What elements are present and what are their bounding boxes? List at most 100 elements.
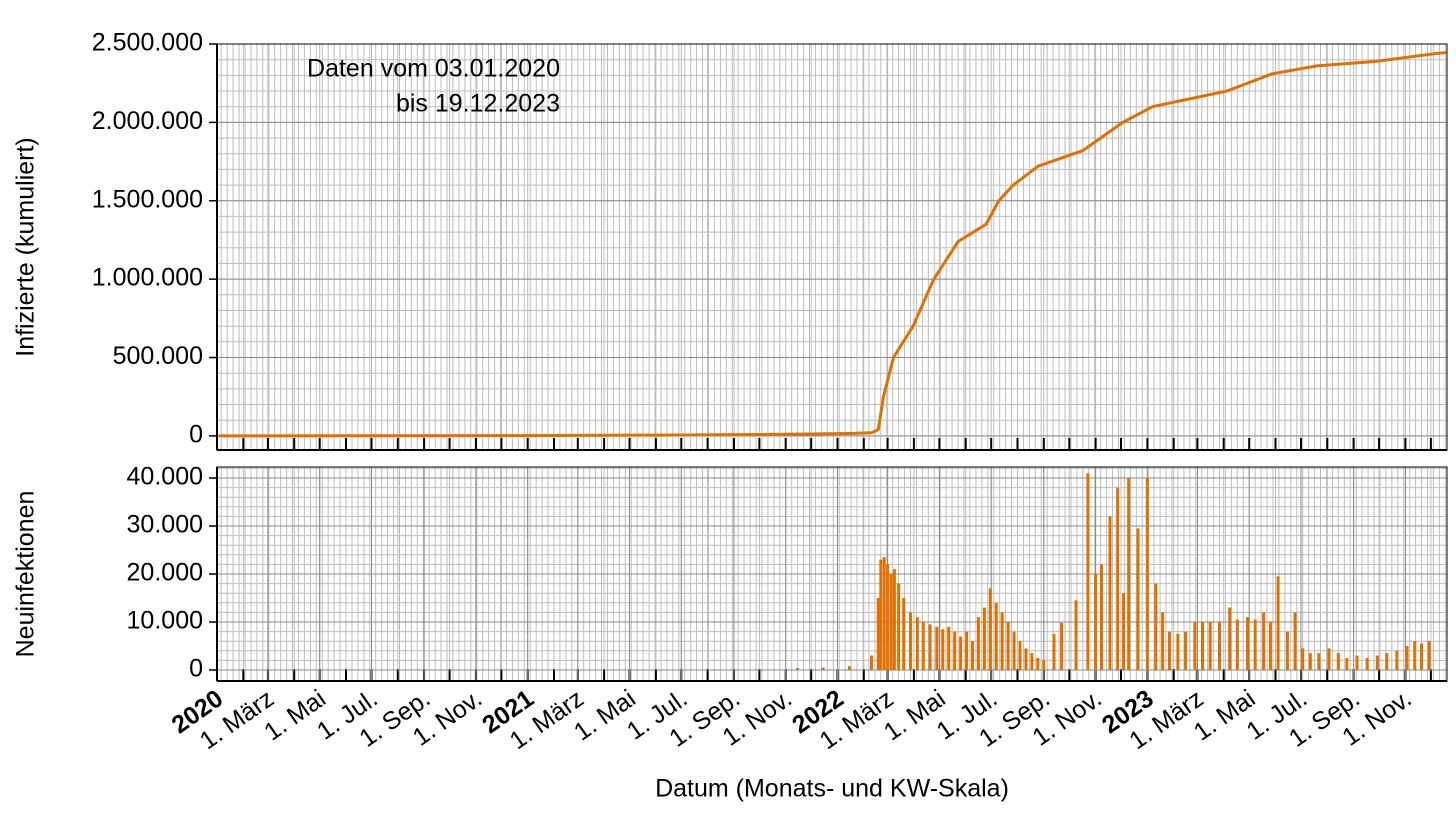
bar [1285, 631, 1289, 670]
y-tick-label: 10.000 [127, 607, 203, 635]
bar [994, 602, 998, 670]
bar [1086, 473, 1090, 670]
bar [1006, 621, 1010, 670]
bar [976, 617, 980, 670]
bar [1136, 528, 1140, 670]
bar [1094, 574, 1098, 670]
bar [1024, 648, 1028, 670]
bar [1327, 648, 1331, 670]
bar [889, 574, 893, 670]
bar [902, 597, 906, 670]
bar [1184, 631, 1188, 670]
bar [897, 583, 901, 670]
bar [847, 666, 851, 670]
bar [982, 607, 986, 670]
bar [1116, 487, 1120, 670]
bar [1336, 653, 1340, 670]
bar [1201, 621, 1205, 670]
bar [1000, 612, 1004, 670]
bar [1218, 621, 1222, 670]
y-tick-label: 500.000 [113, 342, 203, 370]
bar [1365, 657, 1369, 670]
bar [1167, 631, 1171, 670]
bar [915, 617, 919, 670]
x-tick-label: 1. Mai [259, 684, 331, 746]
y-tick-label: 1.500.000 [92, 185, 203, 213]
x-tick-label: 1. Mai [569, 684, 641, 746]
bar [1193, 621, 1197, 670]
bar [1246, 617, 1250, 670]
bar [1161, 612, 1165, 670]
bar [1108, 516, 1112, 670]
bar [921, 621, 925, 670]
bar [1154, 583, 1158, 670]
bar [1308, 653, 1312, 670]
bar [1317, 653, 1321, 670]
line [218, 51, 1447, 438]
bar [796, 668, 800, 670]
bar [935, 626, 939, 670]
bar [959, 636, 963, 670]
y-tick-label: 2.000.000 [92, 107, 203, 135]
bar [1355, 655, 1359, 670]
bar [1420, 643, 1424, 670]
bar [1052, 633, 1056, 670]
bar [1060, 622, 1064, 670]
bar [909, 612, 913, 670]
bar [882, 557, 886, 670]
bar [886, 564, 890, 670]
bar [892, 569, 896, 670]
bar [1385, 653, 1389, 670]
bar [1235, 619, 1239, 670]
bar [1268, 621, 1272, 670]
bar [1427, 641, 1431, 670]
bar [1253, 619, 1257, 670]
x-axis-label: Datum (Monats- und KW-Skala) [655, 775, 1009, 803]
bar [1208, 621, 1212, 670]
y-tick-label: 40.000 [127, 463, 203, 491]
y-axis-label: Infizierte (kumuliert) [12, 137, 40, 357]
bar [1145, 478, 1149, 670]
bar [869, 655, 873, 670]
bar [947, 626, 951, 670]
bar [965, 631, 969, 670]
y-tick-label: 0 [189, 421, 203, 449]
bar [1395, 650, 1399, 670]
y-axis-label: Neuinfektionen [12, 491, 40, 658]
bar [1301, 648, 1305, 670]
bar [970, 641, 974, 670]
bar [879, 559, 883, 670]
bar [1276, 576, 1280, 670]
y-tick-label: 1.000.000 [92, 264, 203, 292]
bar [1012, 631, 1016, 670]
bar [1122, 593, 1126, 670]
bar [1036, 657, 1040, 670]
bar [821, 667, 825, 670]
bar [1042, 660, 1046, 670]
bar [1100, 564, 1104, 670]
x-tick-label: 1. Mai [879, 684, 951, 746]
bar [1375, 655, 1379, 670]
bar [941, 629, 945, 670]
annotation: bis 19.12.2023 [396, 90, 560, 118]
bar [1030, 653, 1034, 670]
bar [953, 631, 957, 670]
bar [988, 588, 992, 670]
bar [1228, 607, 1232, 670]
bar [1405, 645, 1409, 670]
bar [1345, 657, 1349, 670]
bar [1176, 633, 1180, 670]
bar [1262, 612, 1266, 670]
bar [1127, 478, 1131, 670]
bar [1018, 641, 1022, 670]
bar [928, 624, 932, 670]
y-tick-label: 30.000 [127, 511, 203, 539]
y-tick-label: 2.500.000 [92, 29, 203, 57]
bar [1293, 612, 1297, 670]
y-tick-label: 20.000 [127, 559, 203, 587]
bar [876, 597, 880, 670]
bar [1074, 600, 1078, 670]
annotation: Daten vom 03.01.2020 [307, 55, 560, 83]
y-tick-label: 0 [189, 655, 203, 683]
